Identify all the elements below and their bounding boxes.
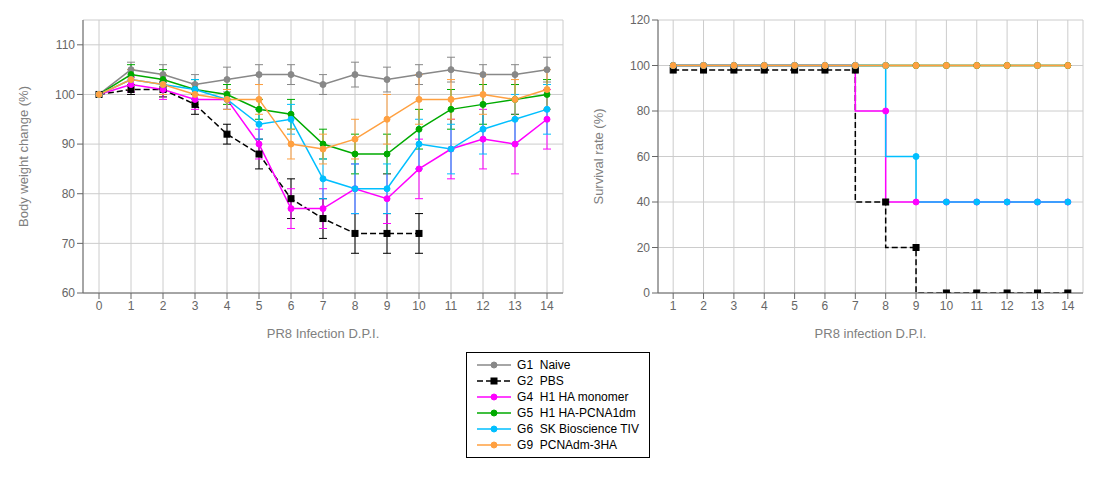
- svg-text:7: 7: [852, 299, 859, 313]
- svg-text:1: 1: [128, 299, 135, 313]
- svg-text:80: 80: [637, 104, 651, 118]
- svg-text:120: 120: [630, 13, 650, 27]
- svg-text:9: 9: [913, 299, 920, 313]
- svg-text:10: 10: [940, 299, 954, 313]
- html-text:G2 PBS: G2 PBS: [517, 374, 564, 388]
- svg-text:10: 10: [412, 299, 426, 313]
- svg-text:6: 6: [822, 299, 829, 313]
- svg-text:5: 5: [256, 299, 263, 313]
- svg-text:8: 8: [352, 299, 359, 313]
- svg-text:0: 0: [643, 286, 650, 300]
- svg-text:PR8 infection D.P.I.: PR8 infection D.P.I.: [815, 326, 927, 341]
- svg-text:4: 4: [224, 299, 231, 313]
- svg-text:13: 13: [1031, 299, 1045, 313]
- svg-text:3: 3: [731, 299, 738, 313]
- svg-text:5: 5: [791, 299, 798, 313]
- svg-text:0: 0: [96, 299, 103, 313]
- svg-text:Body weight change (%): Body weight change (%): [16, 86, 31, 227]
- svg-text:9: 9: [384, 299, 391, 313]
- svg-text:110: 110: [56, 38, 75, 52]
- svg-text:100: 100: [630, 59, 650, 73]
- svg-text:8: 8: [882, 299, 889, 313]
- svg-text:7: 7: [320, 299, 327, 313]
- svg-text:11: 11: [445, 299, 458, 313]
- svg-text:13: 13: [508, 299, 522, 313]
- svg-text:60: 60: [637, 150, 651, 164]
- html-text:G5 H1 HA-PCNA1dm: G5 H1 HA-PCNA1dm: [517, 406, 636, 420]
- svg-text:6: 6: [288, 299, 295, 313]
- svg-text:2: 2: [160, 299, 167, 313]
- svg-text:3: 3: [192, 299, 199, 313]
- html-text:G1 Naive: G1 Naive: [517, 358, 571, 372]
- svg-text:11: 11: [971, 299, 984, 313]
- svg-text:12: 12: [1000, 299, 1014, 313]
- svg-text:4: 4: [761, 299, 768, 313]
- svg-text:60: 60: [62, 286, 76, 300]
- svg-text:90: 90: [62, 137, 76, 151]
- svg-text:14: 14: [1061, 299, 1075, 313]
- svg-text:14: 14: [540, 299, 554, 313]
- svg-text:1: 1: [670, 299, 677, 313]
- svg-text:20: 20: [637, 241, 651, 255]
- html-text:G4 H1 HA monomer: G4 H1 HA monomer: [517, 390, 629, 404]
- svg-text:70: 70: [62, 237, 76, 251]
- svg-text:2: 2: [700, 299, 707, 313]
- svg-text:100: 100: [55, 88, 75, 102]
- svg-text:Survival rate (%): Survival rate (%): [591, 108, 606, 204]
- html-text:G9 PCNAdm-3HA: G9 PCNAdm-3HA: [517, 438, 618, 452]
- svg-text:80: 80: [62, 187, 76, 201]
- svg-text:PR8 Infection D.P.I.: PR8 Infection D.P.I.: [267, 326, 380, 341]
- svg-text:40: 40: [637, 195, 651, 209]
- svg-text:12: 12: [476, 299, 490, 313]
- html-text:G6 SK Bioscience TIV: G6 SK Bioscience TIV: [517, 422, 639, 436]
